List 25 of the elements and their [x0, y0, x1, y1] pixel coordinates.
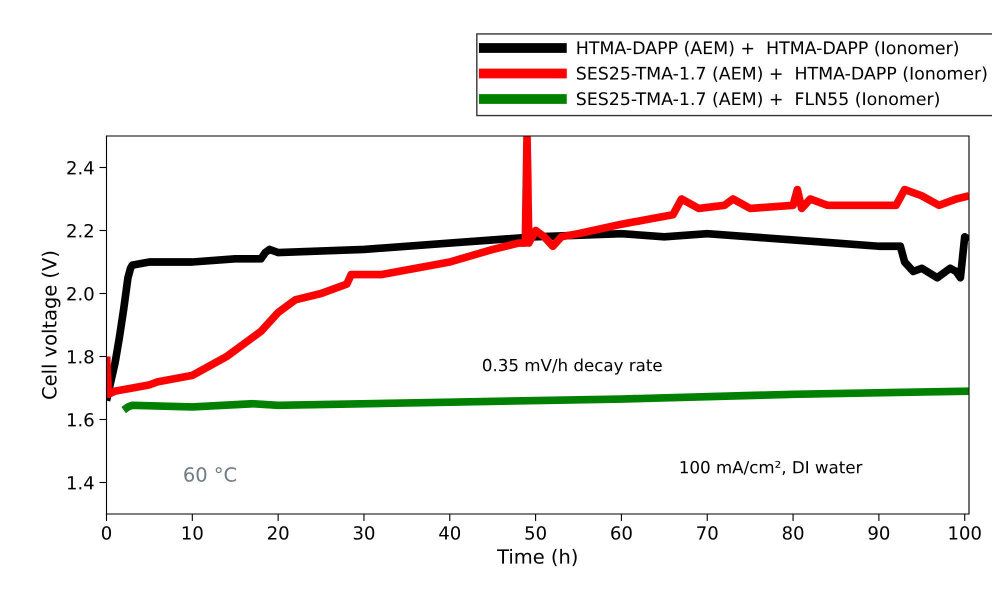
x-tick-label: 90	[868, 526, 890, 540]
x-tick-label: 60	[611, 526, 632, 540]
legend-label: HTMA-DAPP (AEM) + HTMA-DAPP (Ionomer)	[577, 40, 958, 56]
legend-label: SES25-TMA-1.7 (AEM) + HTMA-DAPP (Ionomer)	[576, 66, 986, 82]
y-axis-title: Cell voltage (V)	[42, 252, 60, 399]
legend-label: SES25-TMA-1.7 (AEM) + FLN55 (Ionomer)	[576, 92, 939, 108]
x-tick-label: 50	[526, 526, 546, 540]
annotation: 100 mA/cm², DI water	[680, 460, 862, 476]
y-tick-label: 2.0	[67, 286, 94, 301]
x-tick-label: 10	[182, 526, 203, 540]
x-tick-label: 70	[697, 526, 718, 540]
x-tick-label: 80	[782, 526, 804, 540]
x-tick-label: 0	[102, 526, 112, 540]
x-tick-label: 20	[268, 526, 288, 540]
y-tick-label: 1.4	[68, 476, 94, 490]
annotation: 60 °C	[184, 467, 236, 482]
x-tick-label: 40	[439, 526, 460, 540]
y-tick-label: 1.6	[68, 412, 94, 427]
y-tick-label: 2.4	[67, 160, 94, 174]
y-tick-label: 1.8	[68, 350, 94, 364]
y-tick-label: 2.2	[67, 224, 93, 238]
x-tick-label: 100	[949, 526, 981, 540]
x-axis-title: Time (h)	[497, 548, 577, 566]
x-tick-label: 30	[354, 526, 374, 540]
annotation: 0.35 mV/h decay rate	[482, 358, 662, 375]
